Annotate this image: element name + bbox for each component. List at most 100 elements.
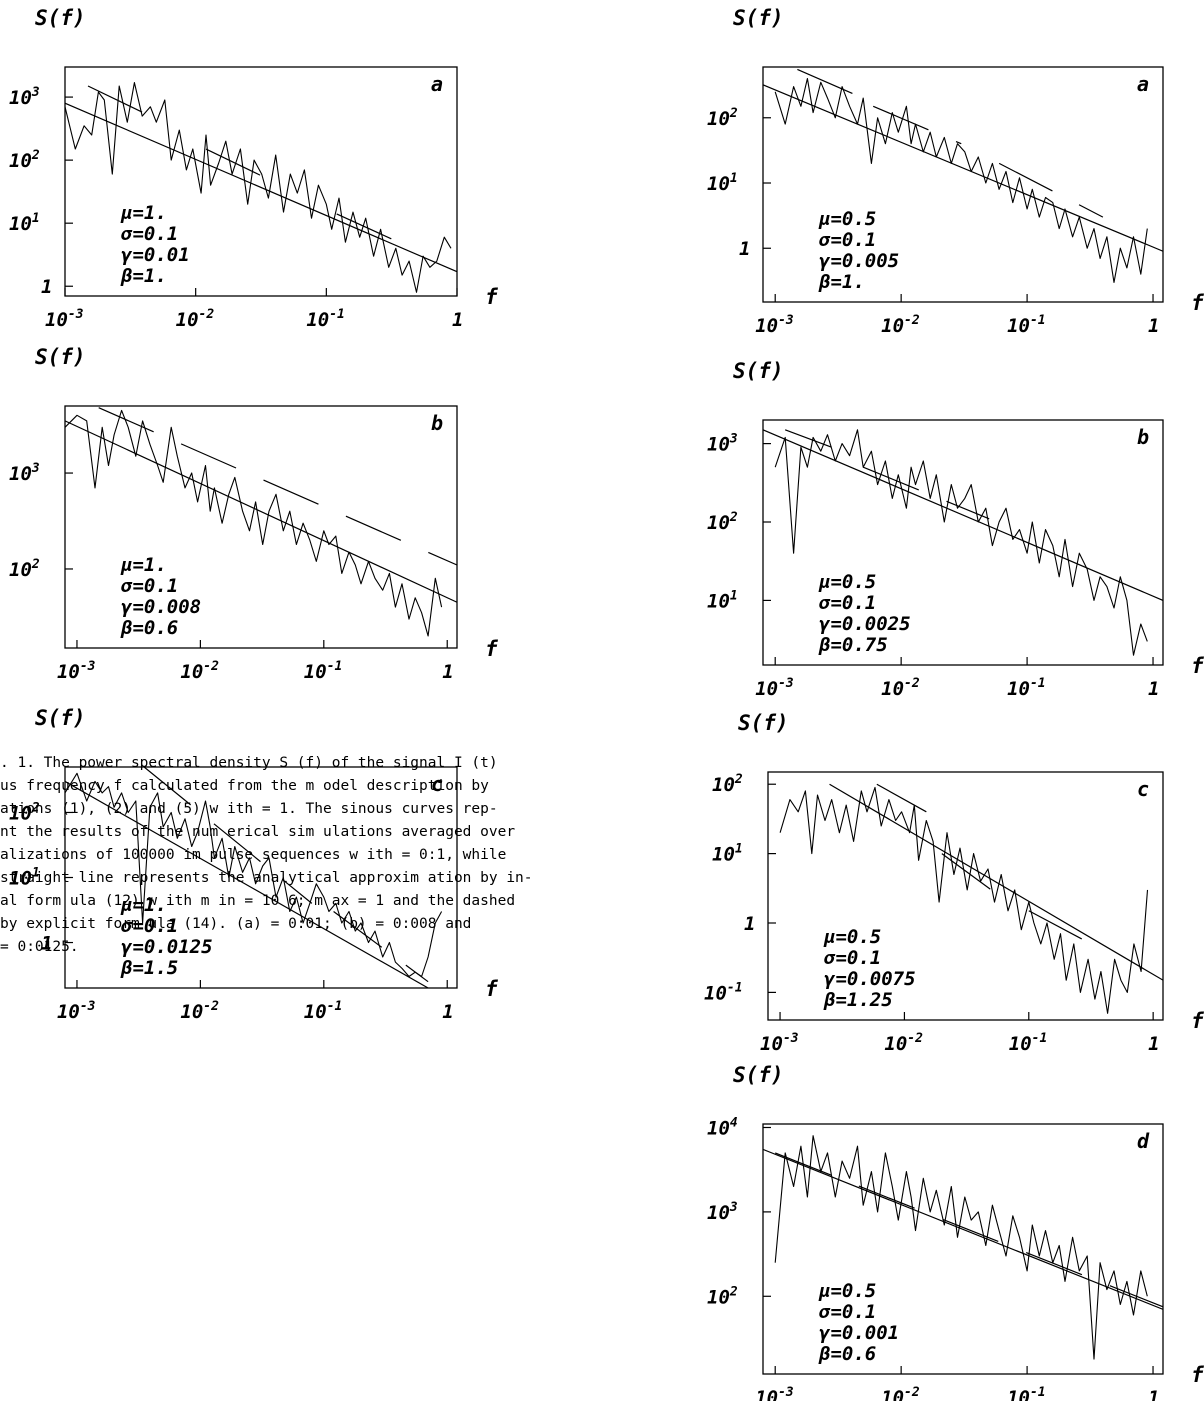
x-tick-label: 10-1: [306, 307, 345, 331]
x-tick-label: 1: [452, 309, 463, 331]
x-tick-label: 10-2: [881, 676, 920, 700]
y-tick-label: 102: [9, 148, 40, 172]
x-tick-label: 10-1: [1007, 676, 1046, 700]
x-tick-label: 10-1: [304, 659, 343, 683]
plot-panel-right-a: S(f) f 10-3 10-2 10-1 1 102 101 1 a μ=0.5σ=0.1γ=0.…: [707, 6, 1204, 337]
x-tick-label: 10-2: [180, 999, 219, 1023]
y-tick-label: 102: [707, 106, 738, 130]
simulation-series-line: [779, 786, 1149, 1014]
parameter-label: β=1.25: [823, 989, 893, 1011]
analytical-fit-line: [65, 102, 457, 273]
y-axis-label: S(f): [35, 6, 86, 30]
x-tick-label: 10-3: [45, 307, 84, 331]
panel-label: b: [1137, 425, 1149, 449]
panel-label: b: [431, 411, 443, 435]
parameter-label: β=1.5: [120, 957, 178, 979]
analytical-fit-line: [763, 429, 1163, 601]
plot-frame: [762, 1123, 1164, 1375]
x-tick-label: 10-3: [755, 1385, 794, 1401]
dashed-approximation-line: [872, 105, 962, 145]
simulation-series-line: [65, 409, 443, 637]
y-tick-label: 101: [9, 211, 40, 235]
x-axis-label: f: [1191, 1009, 1204, 1033]
x-tick-label: 10-1: [1009, 1031, 1048, 1055]
parameter-label: β=1.: [818, 271, 865, 293]
plot-frame: [762, 419, 1164, 666]
panel-label: a: [431, 72, 443, 96]
x-axis-label: f: [485, 285, 498, 309]
y-tick-label: 1: [744, 913, 755, 935]
plot-frame: [762, 66, 1164, 303]
dashed-approximation-line: [876, 783, 927, 813]
parameter-label: μ=1.: [120, 202, 167, 224]
dashed-approximation-line: [941, 853, 992, 891]
y-axis-label: S(f): [35, 345, 86, 369]
x-tick-label: 10-1: [1007, 1385, 1046, 1401]
y-tick-label: 103: [9, 85, 40, 109]
dashed-approximation-line: [797, 68, 864, 99]
x-tick-label: 10-3: [57, 659, 96, 683]
parameter-label: γ=0.0025: [819, 613, 911, 635]
analytical-fit-line: [65, 420, 457, 603]
parameter-label: σ=0.1: [818, 592, 876, 614]
dashed-approximation-line: [87, 85, 157, 120]
y-axis-label: S(f): [738, 711, 789, 735]
parameter-label: γ=0.008: [121, 596, 201, 618]
plot-frame: [64, 66, 458, 297]
analytical-fit-line: [829, 783, 1163, 981]
parameter-label: μ=0.5: [818, 1280, 876, 1302]
x-tick-label: 10-2: [884, 1031, 923, 1055]
caption-line: al form ula (12) w ith m in = 10 6; m ax…: [0, 893, 516, 909]
y-axis-label: S(f): [733, 6, 784, 30]
y-tick-label: 102: [9, 557, 40, 581]
panel-label: d: [1137, 1129, 1150, 1153]
panel-label: c: [1137, 777, 1149, 801]
x-tick-label: 10-2: [881, 1385, 920, 1401]
dashed-approximation-line: [998, 162, 1104, 218]
analytical-fit-line: [763, 84, 1163, 252]
y-axis-label: S(f): [733, 359, 784, 383]
y-tick-label: 103: [707, 432, 738, 456]
x-axis-label: f: [1191, 291, 1204, 315]
parameter-label: σ=0.1: [818, 229, 876, 251]
parameter-label: σ=0.1: [818, 1301, 876, 1323]
parameter-label: μ=0.5: [818, 208, 876, 230]
caption-line: . 1. The power spectral density S (f) of…: [0, 755, 498, 771]
x-tick-label: 1: [1148, 1387, 1159, 1401]
dashed-approximation-line: [205, 148, 275, 183]
y-tick-label: 101: [707, 588, 738, 612]
y-tick-label: 102: [707, 510, 738, 534]
x-axis-label: f: [485, 637, 498, 661]
y-tick-label: 1: [41, 276, 52, 298]
simulation-series-line: [774, 429, 1148, 656]
x-tick-label: 1: [442, 661, 453, 683]
parameter-label: γ=0.01: [121, 244, 190, 266]
x-tick-label: 10-1: [1007, 313, 1046, 337]
parameter-label: μ=0.5: [818, 571, 876, 593]
plot-panel-left-a: S(f) f 10-3 10-2 10-1 1 103 102 101 1 a μ=1.σ=0.1γ=…: [9, 6, 498, 331]
y-tick-label: 101: [707, 171, 738, 195]
simulation-series-line: [774, 77, 1148, 283]
parameter-label: γ=0.0075: [824, 968, 916, 990]
plot-frame: [64, 405, 458, 649]
y-tick-label: 102: [712, 772, 743, 796]
y-tick-label: 102: [707, 1284, 738, 1308]
x-tick-label: 10-3: [755, 676, 794, 700]
y-axis-label: S(f): [35, 706, 86, 730]
x-tick-label: 1: [1148, 1033, 1159, 1055]
dashed-approximation-line: [1028, 910, 1104, 952]
parameter-label: β=0.6: [120, 617, 178, 639]
dashed-approximation-line: [784, 429, 832, 448]
y-axis-label: S(f): [733, 1063, 784, 1087]
plot-frame: [767, 771, 1164, 1021]
parameter-label: γ=0.005: [819, 250, 899, 272]
parameter-label: μ=0.5: [823, 926, 881, 948]
y-tick-label: 103: [707, 1200, 738, 1224]
caption-line: us frequency f calculated from the m ode…: [0, 778, 489, 794]
parameter-label: γ=0.001: [819, 1322, 899, 1344]
y-tick-label: 1: [739, 238, 750, 260]
simulation-series-line: [65, 82, 452, 293]
caption-line: alizations of 100000 im pulse sequences …: [0, 847, 507, 863]
parameter-label: β=1.: [120, 265, 167, 287]
plot-panel-right-d: S(f) f 10-3 10-2 10-1 1 104 103 102 d μ=0.5σ=0.1γ=…: [707, 1063, 1204, 1401]
